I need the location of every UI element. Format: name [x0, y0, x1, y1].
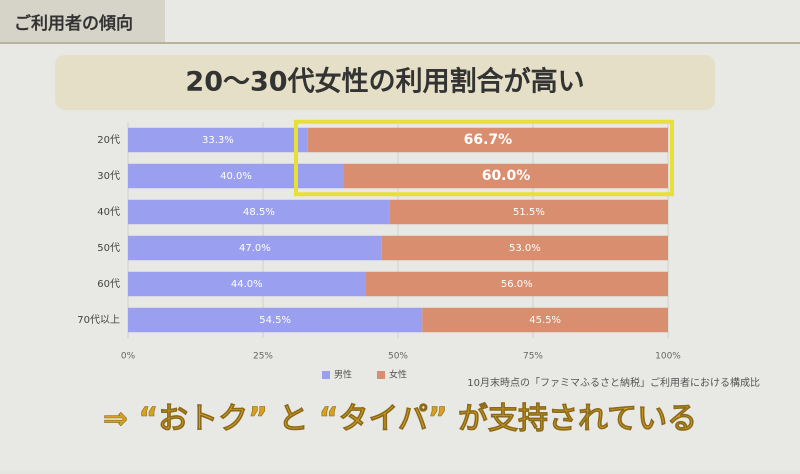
- y-tick-label: 30代: [97, 170, 120, 182]
- x-tick-label: 75%: [523, 352, 543, 362]
- header: ご利用者の傾向: [14, 13, 133, 34]
- value-label: 47.0%: [239, 243, 271, 254]
- y-tick-label: 70代以上: [77, 314, 120, 326]
- x-tick-label: 50%: [388, 352, 408, 362]
- value-label: 51.5%: [513, 207, 545, 218]
- legend-swatch: [322, 371, 330, 379]
- value-label: 60.0%: [482, 168, 531, 184]
- highlight-frame: [294, 119, 674, 197]
- bar-segment: [128, 199, 390, 225]
- tagline: ⇒ “おトク” と “タイパ” が支持されている: [103, 402, 697, 437]
- y-tick-label: 40代: [97, 206, 120, 218]
- bar-segment: [128, 163, 344, 189]
- value-label: 48.5%: [243, 207, 275, 218]
- bar-segment: [422, 307, 668, 333]
- y-tick-label: 20代: [97, 134, 120, 146]
- bar-segment: [128, 307, 423, 333]
- bar-segment: [365, 271, 668, 297]
- value-label: 45.5%: [529, 315, 561, 326]
- y-tick-label: 50代: [97, 242, 120, 254]
- bar-segment: [389, 199, 668, 225]
- legend-label: 男性: [334, 369, 352, 381]
- x-tick-label: 100%: [655, 352, 681, 362]
- bar-segment: [307, 127, 668, 153]
- chart-title: 20～30代女性の利用割合が高い: [185, 66, 584, 98]
- legend-label: 女性: [389, 369, 407, 381]
- bar-segment: [128, 127, 308, 153]
- value-label: 40.0%: [220, 171, 252, 182]
- bar-segment: [128, 235, 382, 261]
- bar-segment: [381, 235, 668, 261]
- x-tick-label: 25%: [253, 352, 273, 362]
- value-label: 56.0%: [501, 279, 533, 290]
- header-rule: [0, 42, 800, 44]
- bar-segment: [344, 163, 668, 189]
- y-tick-label: 60代: [97, 278, 120, 290]
- title-banner: [55, 55, 715, 110]
- header-band: [0, 0, 165, 42]
- value-label: 44.0%: [231, 279, 263, 290]
- value-label: 33.3%: [202, 135, 234, 146]
- value-label: 66.7%: [464, 132, 513, 148]
- value-label: 53.0%: [509, 243, 541, 254]
- legend-swatch: [377, 371, 385, 379]
- x-tick-label: 0%: [121, 352, 136, 362]
- bar-segment: [128, 271, 366, 297]
- value-label: 54.5%: [259, 315, 291, 326]
- annotation: 10月末時点の「ファミマふるさと納税」ご利用者における構成比: [467, 376, 760, 389]
